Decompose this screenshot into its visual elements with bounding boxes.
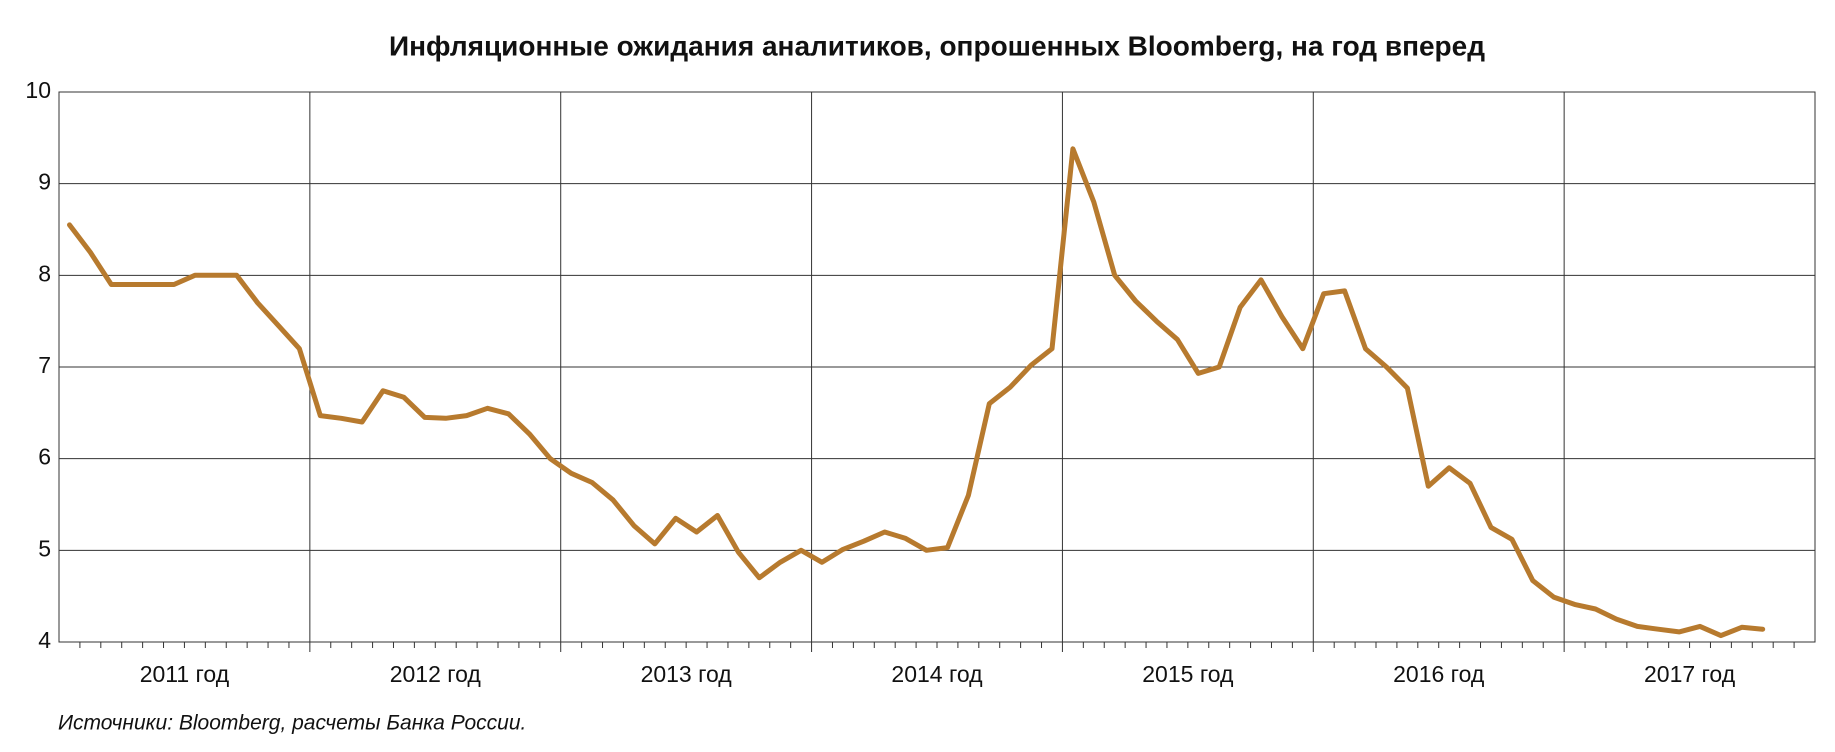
- y-tick-label: 6: [38, 444, 51, 470]
- y-tick-label: 10: [25, 77, 51, 103]
- x-group-label: 2017 год: [1644, 661, 1736, 687]
- x-group-label: 2016 год: [1393, 661, 1485, 687]
- x-group-label: 2015 год: [1142, 661, 1234, 687]
- data-line: [67, 146, 1766, 639]
- y-tick-label: 4: [38, 627, 51, 653]
- plot-frame: [58, 91, 1816, 643]
- y-tick-label: 8: [38, 260, 51, 286]
- chart-title: Инфляционные ожидания аналитиков, опроше…: [389, 30, 1485, 61]
- y-tick-label: 9: [38, 169, 51, 195]
- x-group-label: 2011 год: [140, 661, 230, 687]
- x-group-label: 2014 год: [891, 661, 983, 687]
- y-tick-label: 7: [38, 352, 51, 378]
- x-group-label: 2012 год: [390, 661, 482, 687]
- source-note: Источники: Bloomberg, расчеты Банка Росс…: [58, 712, 526, 735]
- x-group-label: 2013 год: [641, 661, 733, 687]
- y-tick-label: 5: [38, 535, 51, 561]
